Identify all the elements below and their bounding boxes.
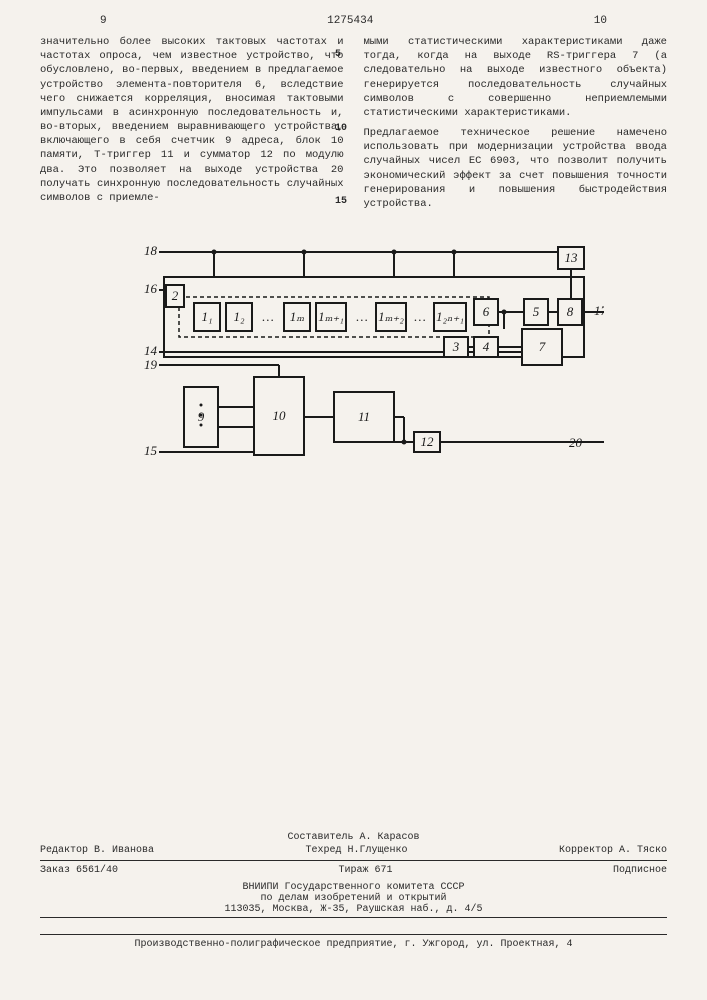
printer-line: Производственно-полиграфическое предприя…: [40, 934, 667, 950]
svg-text:3: 3: [451, 339, 459, 354]
tirazh: Тираж 671: [338, 865, 392, 876]
editor: Редактор В. Иванова: [40, 845, 154, 856]
org-line-2: по делам изобретений и открытий: [40, 893, 667, 904]
line-marker: 10: [335, 122, 347, 136]
right-column: мыми статистическими характеристиками да…: [364, 35, 668, 217]
diagram-svg: 2 1₁ 1₂ 1ₘ 1ₘ₊₁ 1ₘ₊₂ 1₂ₙ₊₁ 6 5 8 3 4 7 13 9 10 11 12 … … … 18…: [104, 237, 604, 497]
paragraph: значительно более высоких тактовых часто…: [40, 35, 344, 205]
compiler-line: Составитель А. Карасов: [40, 832, 667, 843]
left-column: значительно более высоких тактовых часто…: [40, 35, 344, 217]
svg-text:…: …: [414, 309, 426, 324]
svg-text:10: 10: [272, 408, 286, 423]
svg-text:14: 14: [144, 343, 158, 358]
page-number-right: 10: [594, 15, 607, 27]
svg-text:18: 18: [144, 243, 158, 258]
svg-text:1ₘ₊₁: 1ₘ₊₁: [318, 309, 344, 324]
header: 9 1275434 10: [40, 15, 667, 27]
svg-text:16: 16: [144, 281, 158, 296]
svg-text:1ₘ₊₂: 1ₘ₊₂: [378, 309, 404, 324]
svg-text:8: 8: [566, 304, 573, 319]
svg-text:7: 7: [538, 339, 545, 354]
footer: Составитель А. Карасов Редактор В. Ивано…: [40, 832, 667, 920]
techred: Техред Н.Глущенко: [305, 845, 407, 856]
page-number-left: 9: [100, 15, 107, 27]
circuit-diagram: 2 1₁ 1₂ 1ₘ 1ₘ₊₁ 1ₘ₊₂ 1₂ₙ₊₁ 6 5 8 3 4 7 13 9 10 11 12 … … … 18…: [40, 237, 667, 497]
org-line-1: ВНИИПИ Государственного комитета СССР: [40, 882, 667, 893]
paragraph: Предлагаемое техническое решение намечен…: [364, 126, 668, 211]
svg-text:2: 2: [171, 288, 178, 303]
svg-text:4: 4: [482, 339, 489, 354]
svg-text:13: 13: [564, 250, 578, 265]
corrector: Корректор А. Тяско: [559, 845, 667, 856]
line-marker: 15: [335, 195, 347, 209]
svg-text:15: 15: [144, 443, 158, 458]
svg-text:1₂ₙ₊₁: 1₂ₙ₊₁: [435, 309, 463, 324]
paragraph: мыми статистическими характеристиками да…: [364, 35, 668, 120]
line-marker: 5: [335, 48, 347, 62]
svg-text:6: 6: [482, 304, 489, 319]
svg-text:12: 12: [420, 434, 434, 449]
svg-text:1₁: 1₁: [201, 309, 212, 324]
svg-text:20: 20: [569, 435, 583, 450]
svg-text:19: 19: [144, 357, 158, 372]
svg-text:…: …: [262, 309, 274, 324]
svg-text:11: 11: [357, 409, 369, 424]
svg-text:9: 9: [197, 409, 204, 424]
org-address: 113035, Москва, Ж-35, Раушская наб., д. …: [40, 904, 667, 915]
text-columns: значительно более высоких тактовых часто…: [40, 35, 667, 217]
line-number-markers: 5 10 15: [335, 48, 347, 269]
order-number: Заказ 6561/40: [40, 865, 118, 876]
svg-text:1₂: 1₂: [233, 309, 245, 324]
svg-text:17: 17: [594, 303, 604, 318]
svg-text:5: 5: [532, 304, 539, 319]
patent-number: 1275434: [107, 15, 594, 27]
svg-text:1ₘ: 1ₘ: [289, 309, 304, 324]
subscription: Подписное: [613, 865, 667, 876]
svg-text:…: …: [356, 309, 368, 324]
